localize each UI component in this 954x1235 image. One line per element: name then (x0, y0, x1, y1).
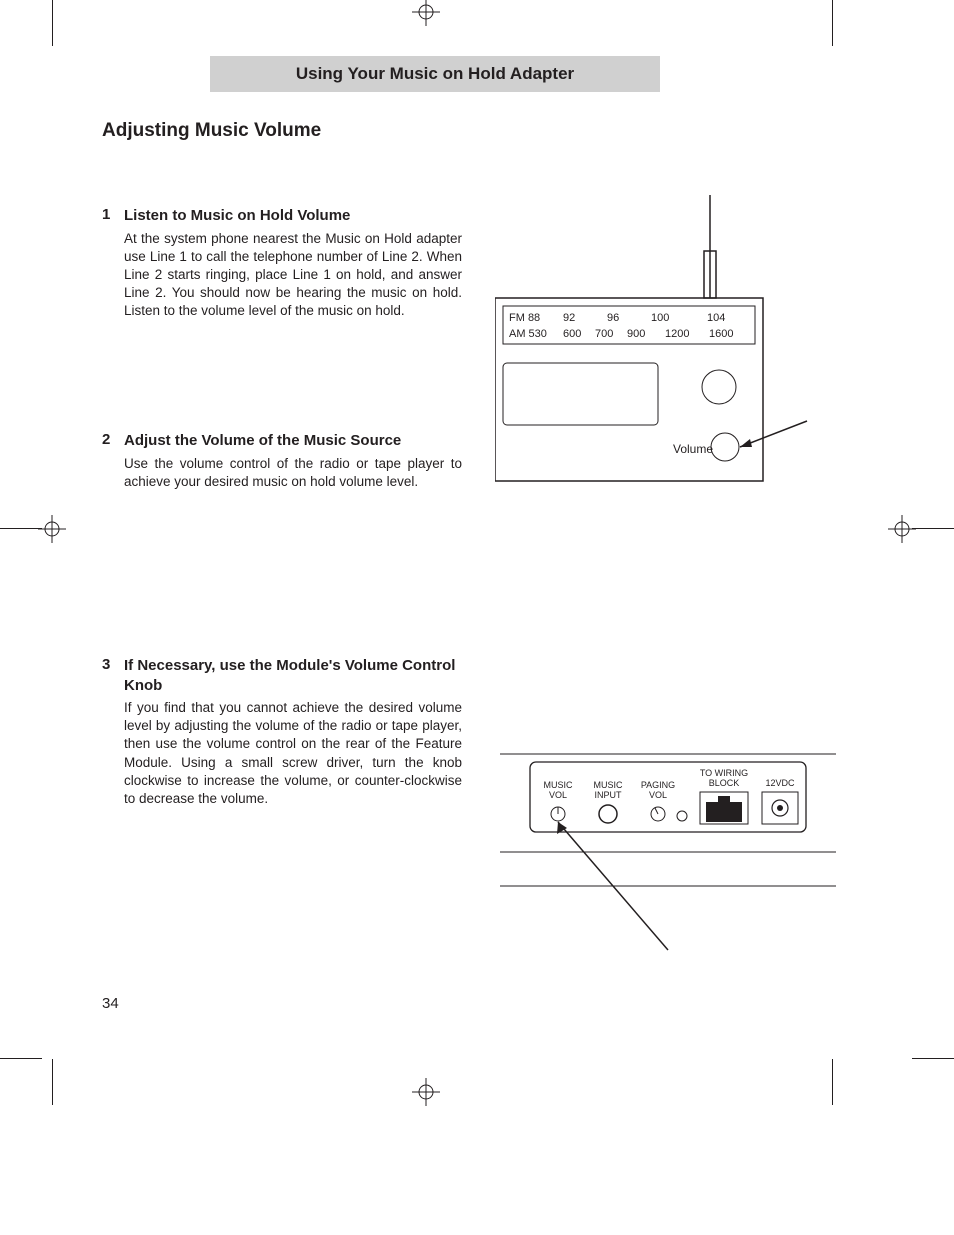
registration-mark-icon (888, 515, 916, 543)
step-body: Use the volume control of the radio or t… (124, 455, 462, 491)
step-number: 3 (102, 656, 110, 673)
crop-mark (52, 1059, 53, 1105)
crop-mark (832, 0, 833, 46)
step-number: 1 (102, 206, 110, 223)
fm-label: FM 88 (509, 312, 540, 324)
step-title: Adjust the Volume of the Music Source (124, 431, 462, 451)
step-3: 3 If Necessary, use the Module's Volume … (102, 656, 462, 808)
page: Using Your Music on Hold Adapter Adjusti… (0, 0, 954, 1235)
section-banner: Using Your Music on Hold Adapter (210, 56, 660, 92)
crop-mark (912, 1058, 954, 1059)
vdc-label: 12VDC (765, 778, 795, 788)
am-label: AM 530 (509, 328, 547, 340)
step-2: 2 Adjust the Volume of the Music Source … (102, 431, 462, 491)
music-vol-label: MUSICVOL (544, 780, 574, 800)
page-number: 34 (102, 995, 119, 1012)
fm-label: 96 (607, 312, 619, 324)
crop-mark (0, 1058, 42, 1059)
section-title: Adjusting Music Volume (102, 120, 321, 142)
radio-diagram: FM 88 92 96 100 104 AM 530 600 700 900 1… (495, 195, 815, 495)
am-label: 1600 (709, 328, 733, 340)
am-label: 1200 (665, 328, 689, 340)
am-label: 600 (563, 328, 581, 340)
step-title: Listen to Music on Hold Volume (124, 206, 462, 226)
registration-mark-icon (412, 0, 440, 26)
fm-label: 100 (651, 312, 669, 324)
crop-mark (0, 528, 42, 529)
paging-vol-label: PAGINGVOL (641, 780, 675, 800)
step-body: At the system phone nearest the Music on… (124, 230, 462, 321)
registration-mark-icon (412, 1078, 440, 1106)
module-diagram: MUSICVOL MUSICINPUT PAGINGVOL TO WIRINGB… (500, 746, 836, 956)
crop-mark (912, 528, 954, 529)
step-title: If Necessary, use the Module's Volume Co… (124, 656, 462, 695)
volume-label: Volume (673, 442, 713, 456)
crop-mark (52, 0, 53, 46)
fm-label: 92 (563, 312, 575, 324)
am-label: 900 (627, 328, 645, 340)
music-input-label: MUSICINPUT (594, 780, 624, 800)
crop-mark (832, 1059, 833, 1105)
fm-label: 104 (707, 312, 725, 324)
step-number: 2 (102, 431, 110, 448)
registration-mark-icon (38, 515, 66, 543)
wiring-block-label: TO WIRINGBLOCK (700, 768, 748, 788)
step-body: If you find that you cannot achieve the … (124, 699, 462, 808)
am-label: 700 (595, 328, 613, 340)
step-1: 1 Listen to Music on Hold Volume At the … (102, 206, 462, 321)
